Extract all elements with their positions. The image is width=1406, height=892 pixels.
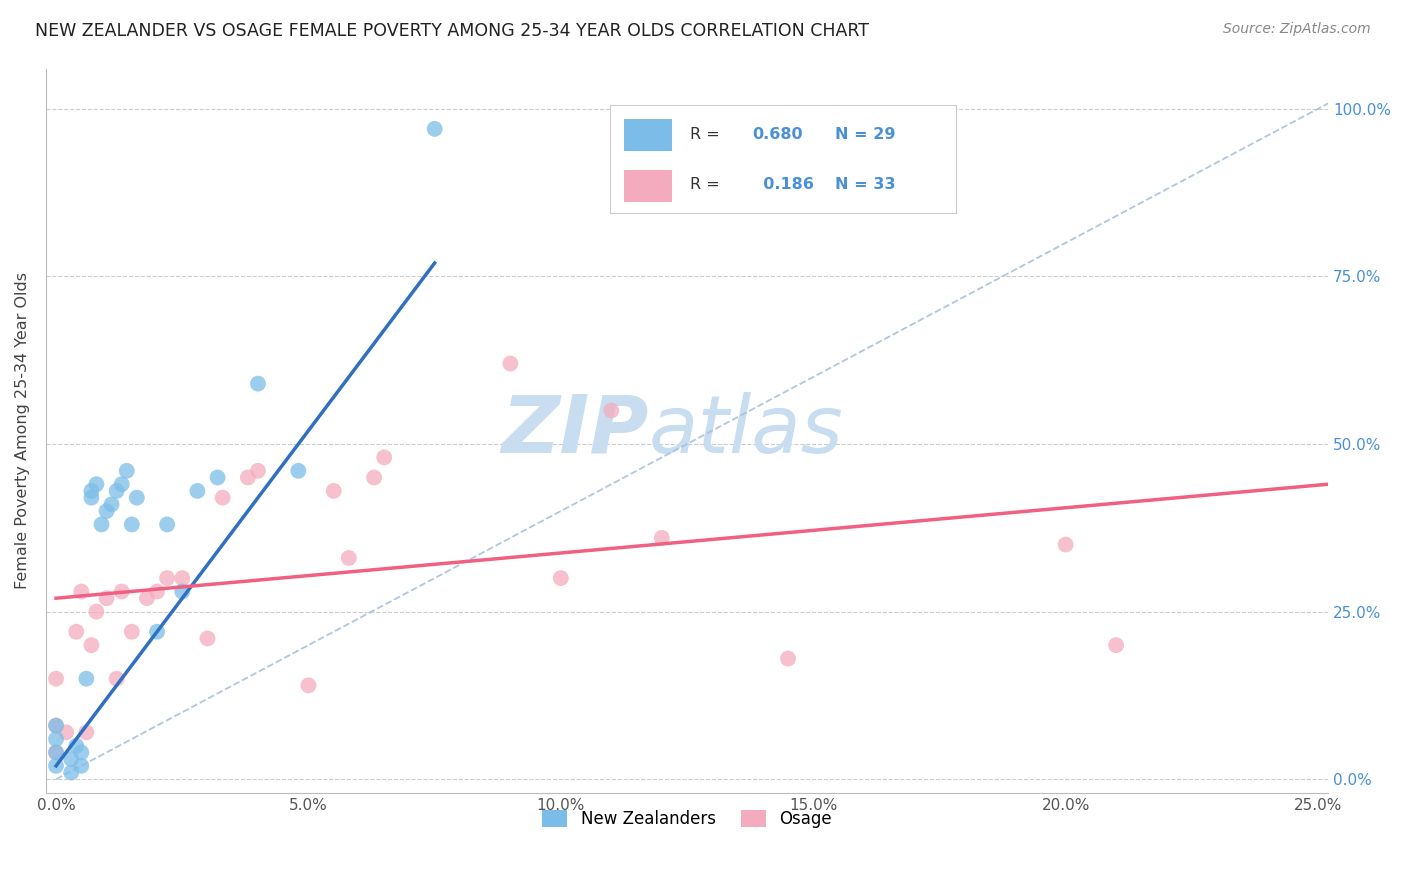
Text: ZIP: ZIP <box>501 392 648 469</box>
Point <box>100 497 122 511</box>
Point <box>373 450 395 465</box>
Point <box>105 483 128 498</box>
Point <box>1054 538 1077 552</box>
Point <box>156 571 179 585</box>
Point <box>60 752 83 766</box>
Point <box>80 483 103 498</box>
Point <box>121 517 143 532</box>
Text: NEW ZEALANDER VS OSAGE FEMALE POVERTY AMONG 25-34 YEAR OLDS CORRELATION CHART: NEW ZEALANDER VS OSAGE FEMALE POVERTY AM… <box>35 22 869 40</box>
Point <box>287 464 309 478</box>
Point <box>297 678 319 692</box>
Point <box>96 591 118 606</box>
Point <box>45 746 67 760</box>
Point <box>80 638 103 652</box>
Point <box>186 483 208 498</box>
Point <box>60 765 83 780</box>
Point <box>70 584 93 599</box>
Point <box>55 725 77 739</box>
Point <box>96 504 118 518</box>
Point <box>45 731 67 746</box>
Point <box>80 491 103 505</box>
Point <box>125 491 148 505</box>
Point <box>550 571 572 585</box>
Point <box>121 624 143 639</box>
Point <box>105 672 128 686</box>
Point <box>75 672 97 686</box>
Point <box>207 470 229 484</box>
Point <box>423 121 446 136</box>
Point <box>65 739 87 753</box>
Point <box>75 725 97 739</box>
Point <box>197 632 219 646</box>
Point <box>111 477 134 491</box>
Point <box>86 477 108 491</box>
Point <box>1105 638 1128 652</box>
Point <box>45 672 67 686</box>
Point <box>651 531 673 545</box>
Y-axis label: Female Poverty Among 25-34 Year Olds: Female Poverty Among 25-34 Year Olds <box>15 272 30 589</box>
Point <box>86 605 108 619</box>
Legend: New Zealanders, Osage: New Zealanders, Osage <box>536 804 838 835</box>
Point <box>45 718 67 732</box>
Point <box>776 651 799 665</box>
Point <box>363 470 385 484</box>
Point <box>111 584 134 599</box>
Point <box>45 759 67 773</box>
Point <box>172 584 194 599</box>
Point <box>337 551 360 566</box>
Point <box>70 759 93 773</box>
Point <box>146 584 169 599</box>
Point <box>45 746 67 760</box>
Point <box>65 624 87 639</box>
Point <box>322 483 344 498</box>
Point <box>246 464 269 478</box>
Point <box>90 517 112 532</box>
Point <box>246 376 269 391</box>
Point <box>146 624 169 639</box>
Point <box>499 357 522 371</box>
Point <box>172 571 194 585</box>
Point <box>156 517 179 532</box>
Point <box>211 491 233 505</box>
Point <box>236 470 259 484</box>
Point <box>70 746 93 760</box>
Point <box>600 403 623 417</box>
Text: Source: ZipAtlas.com: Source: ZipAtlas.com <box>1223 22 1371 37</box>
Text: atlas: atlas <box>648 392 844 469</box>
Point <box>136 591 159 606</box>
Point <box>45 718 67 732</box>
Point <box>115 464 138 478</box>
